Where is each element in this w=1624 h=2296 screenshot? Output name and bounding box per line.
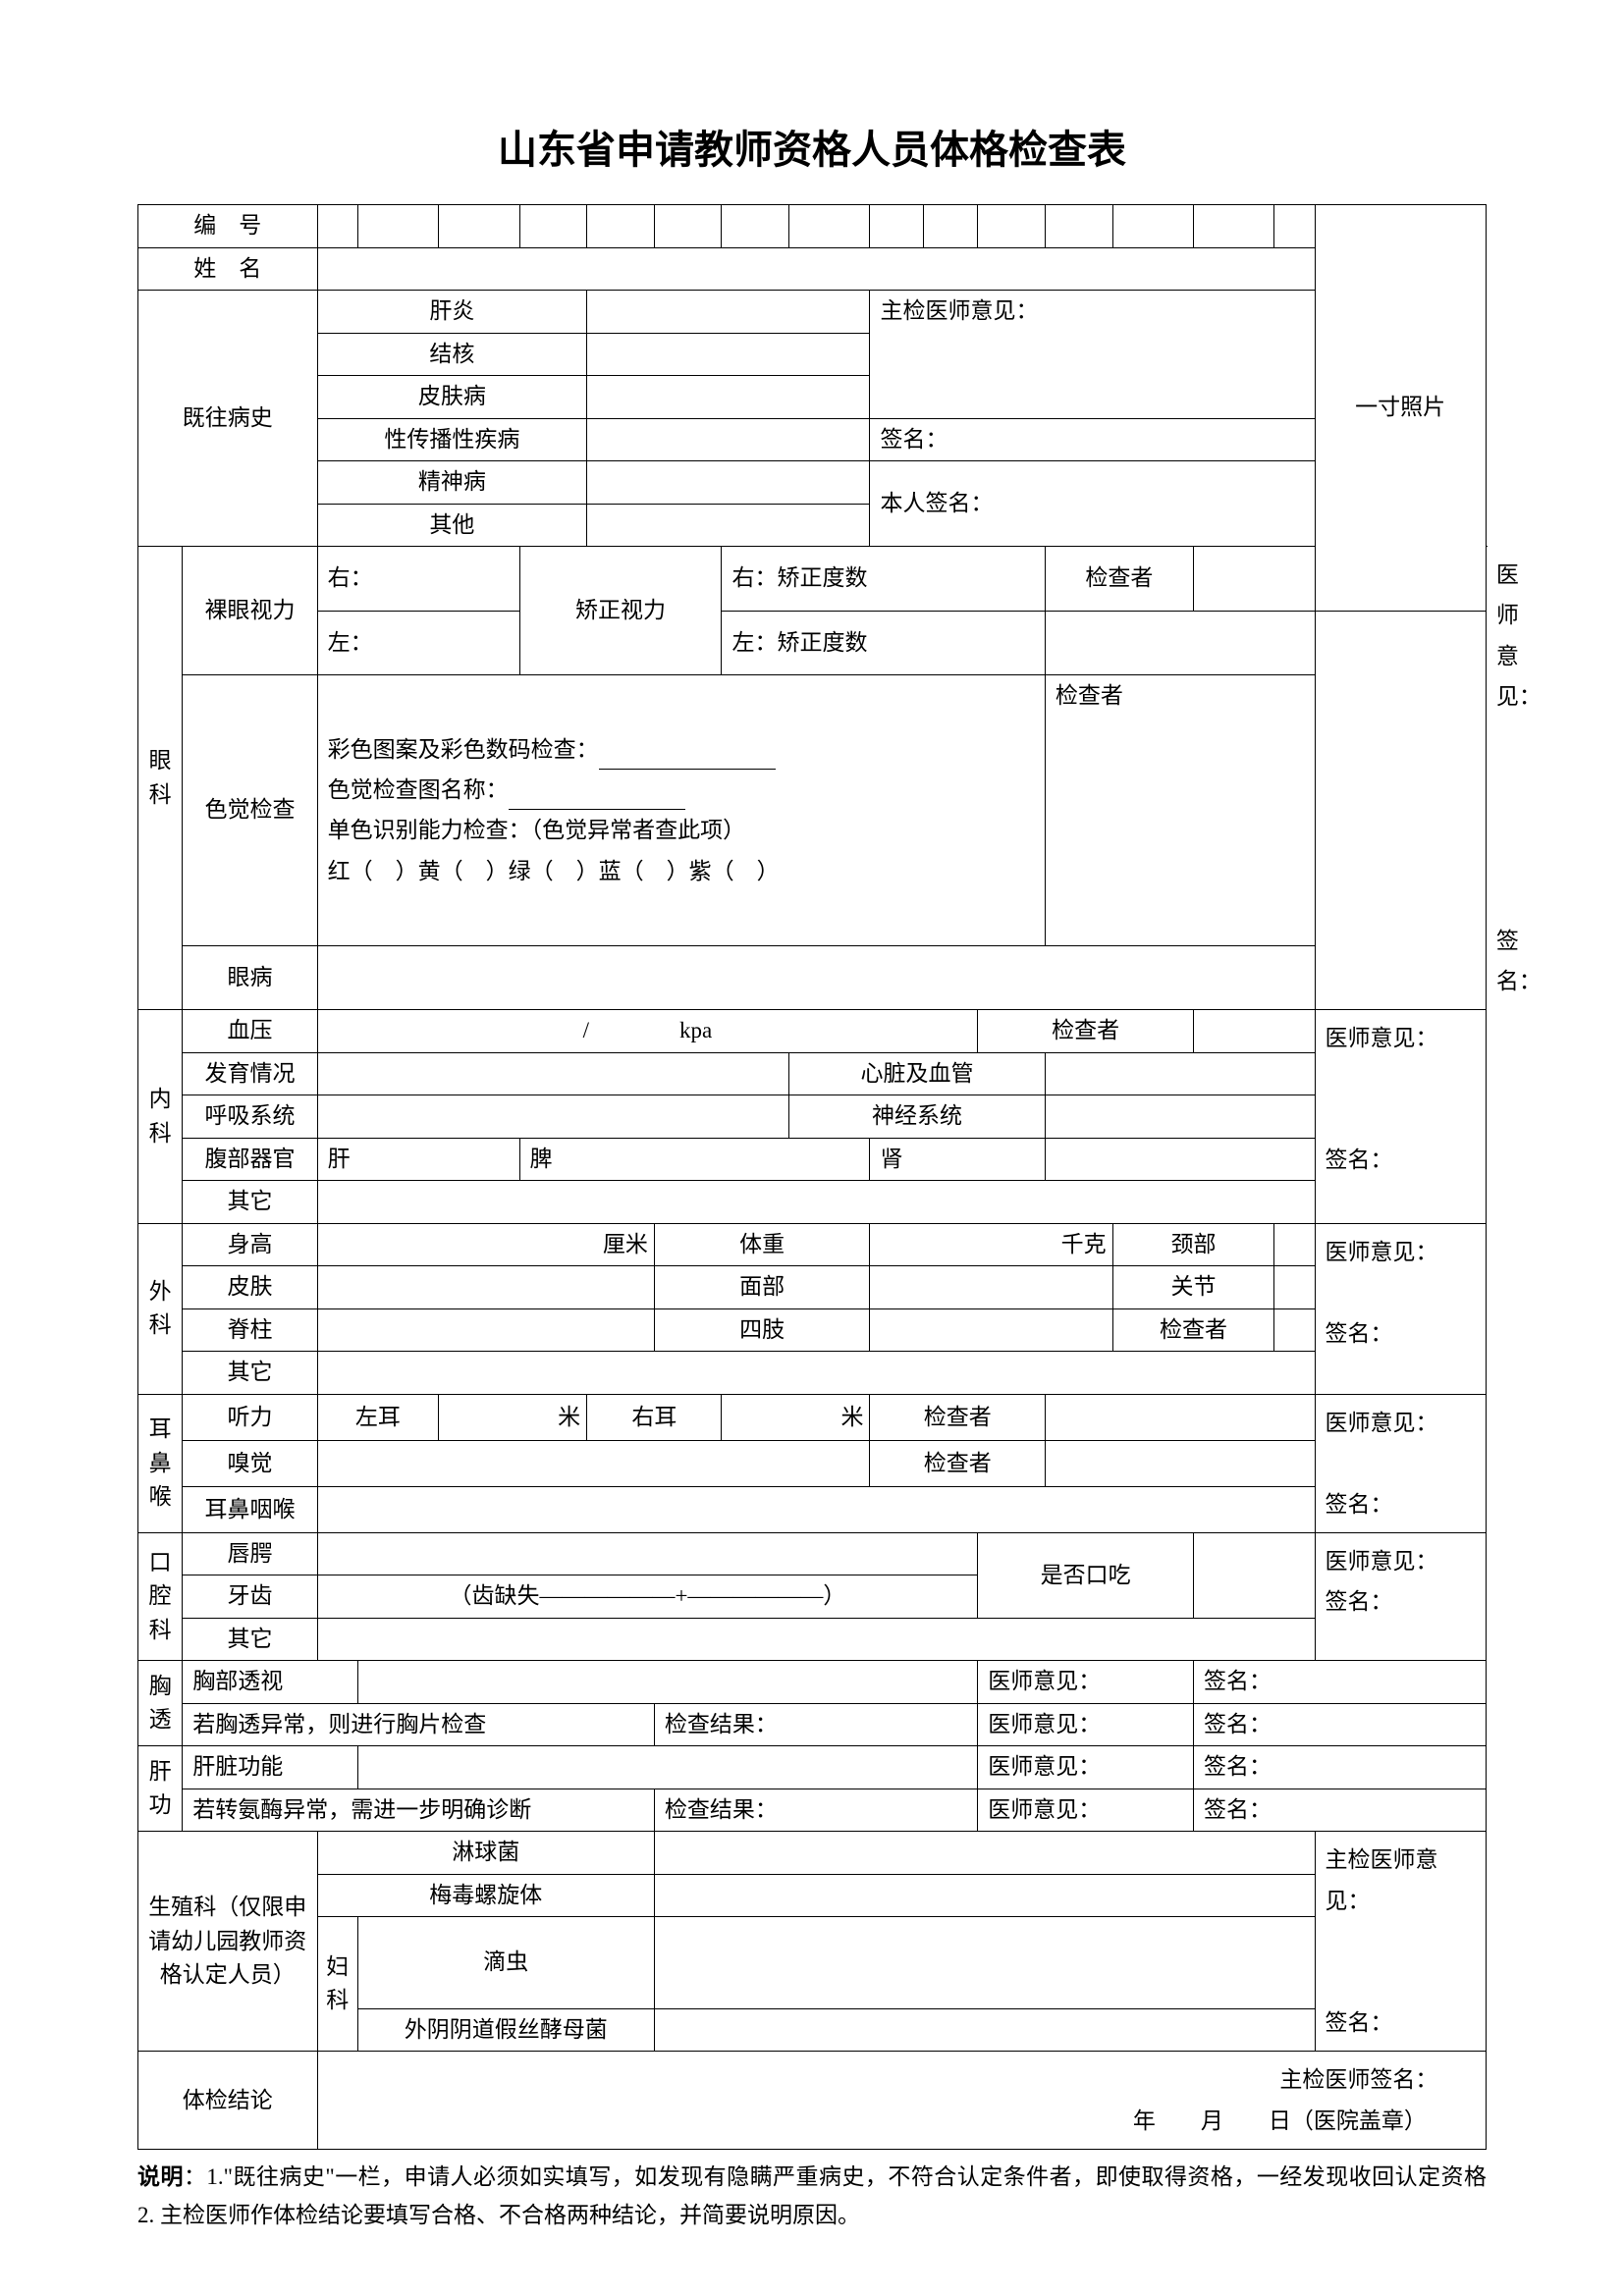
label-neck: 颈部 [1112, 1223, 1274, 1266]
label-cand: 外阴阴道假丝酵母菌 [357, 2008, 654, 2052]
label-ent-full: 耳鼻咽喉 [183, 1486, 317, 1532]
section-oral: 口腔科 [138, 1532, 183, 1661]
label-kidney: 肾 [870, 1138, 1045, 1181]
label-dev: 发育情况 [183, 1052, 317, 1095]
label-other-3: 其它 [183, 1618, 317, 1661]
internal-doc-opinion: 医师意见： 签名： [1315, 1010, 1486, 1224]
self-sign: 本人签名： [870, 461, 1315, 547]
corr-left: 左：矫正度数 [722, 611, 1045, 675]
label-chest: 胸部透视 [183, 1661, 357, 1704]
vision-left: 左： [317, 611, 519, 675]
label-spine: 脊柱 [183, 1308, 317, 1352]
label-liver-func: 肝脏功能 [183, 1746, 357, 1789]
label-name: 姓 名 [138, 247, 318, 291]
height-val[interactable]: 厘米 [317, 1223, 654, 1266]
label-stutter: 是否口吃 [978, 1532, 1194, 1618]
h-tb: 结核 [317, 333, 587, 376]
label-corr-vision: 矫正视力 [519, 547, 722, 675]
chief-opinion: 主检医师意见： [870, 291, 1315, 419]
label-liver: 肝 [317, 1138, 519, 1181]
label-heart: 心脏及血管 [789, 1052, 1046, 1095]
section-eye: 眼科 [138, 547, 183, 1010]
examiner-4: 检查者 [1112, 1308, 1274, 1352]
h-skin: 皮肤病 [317, 376, 587, 419]
examiner-6: 检查者 [870, 1440, 1045, 1486]
h-std: 性传播性疾病 [317, 418, 587, 461]
label-skin2: 皮肤 [183, 1266, 317, 1309]
bp-value[interactable]: / kpa [317, 1010, 978, 1053]
label-bp: 血压 [183, 1010, 317, 1053]
label-weight: 体重 [654, 1223, 870, 1266]
label-spleen: 脾 [519, 1138, 870, 1181]
vision-right: 右： [317, 547, 519, 612]
photo-cell: 一寸照片 [1315, 205, 1486, 612]
section-surgery: 外科 [138, 1223, 183, 1394]
section-repro: 生殖科（仅限申请幼儿园教师资格认定人员） [138, 1832, 318, 2052]
label-other-1: 其它 [183, 1181, 317, 1224]
conclusion-cell: 主检医师签名： 年 月 日（医院盖章） [317, 2052, 1486, 2150]
label-height: 身高 [183, 1223, 317, 1266]
corr-right: 右：矫正度数 [722, 547, 1045, 612]
examiner-5: 检查者 [870, 1394, 1045, 1440]
page-title: 山东省申请教师资格人员体格检查表 [137, 118, 1487, 175]
oral-doc-opinion: 医师意见： 签名： [1315, 1532, 1486, 1661]
h-other: 其他 [317, 504, 587, 547]
ent-doc-opinion: 医师意见： 签名： [1315, 1394, 1486, 1532]
examiner-2: 检查者 [1045, 675, 1315, 945]
label-smell: 嗅觉 [183, 1440, 317, 1486]
label-gyn: 妇科 [317, 1917, 357, 2052]
sign-1: 签名： [870, 418, 1315, 461]
label-id: 编 号 [138, 205, 318, 248]
color-vision-details: 彩色图案及彩色数码检查： 色觉检查图名称： 单色识别能力检查：（色觉异常者查此项… [317, 675, 1045, 945]
label-result-1: 检查结果： [654, 1703, 977, 1746]
label-color-vision: 色觉检查 [183, 675, 317, 945]
chest-doc: 医师意见： [978, 1661, 1194, 1704]
teeth-val[interactable]: （齿缺失——————+——————） [317, 1575, 978, 1619]
label-trich: 滴虫 [357, 1917, 654, 2008]
section-ent: 耳鼻喉 [138, 1394, 183, 1532]
section-chest: 胸透 [138, 1661, 183, 1746]
label-teeth: 牙齿 [183, 1575, 317, 1619]
label-limbs: 四肢 [654, 1308, 870, 1352]
label-lear: 左耳 [317, 1394, 439, 1440]
label-lips: 唇腭 [183, 1532, 317, 1575]
label-eye-disease: 眼病 [183, 945, 317, 1010]
surgery-doc-opinion: 医师意见： 签名： [1315, 1223, 1486, 1394]
label-liver-abn: 若转氨酶异常，需进一步明确诊断 [183, 1789, 655, 1832]
label-result-2: 检查结果： [654, 1789, 977, 1832]
examiner-3: 检查者 [978, 1010, 1194, 1053]
label-naked-vision: 裸眼视力 [183, 547, 317, 675]
repro-chief-opinion: 主检医师意见： 签名： [1315, 1832, 1486, 2052]
section-internal: 内科 [138, 1010, 183, 1224]
chest-sign: 签名： [1193, 1661, 1486, 1704]
label-gono: 淋球菌 [317, 1832, 654, 1875]
section-liver: 肝功 [138, 1746, 183, 1832]
label-rear: 右耳 [587, 1394, 722, 1440]
label-hearing: 听力 [183, 1394, 317, 1440]
weight-val[interactable]: 千克 [870, 1223, 1112, 1266]
h-mental: 精神病 [317, 461, 587, 505]
label-face: 面部 [654, 1266, 870, 1309]
label-conclusion: 体检结论 [138, 2052, 318, 2150]
label-chest-abn: 若胸透异常，则进行胸片检查 [183, 1703, 655, 1746]
label-nerve: 神经系统 [789, 1095, 1046, 1139]
footer-note: 说明：1."既往病史"一栏，申请人必须如实填写，如发现有隐瞒严重病史，不符合认定… [137, 2158, 1487, 2234]
h-hepatitis: 肝炎 [317, 291, 587, 334]
label-resp: 呼吸系统 [183, 1095, 317, 1139]
label-other-2: 其它 [183, 1352, 317, 1395]
label-syph: 梅毒螺旋体 [317, 1874, 654, 1917]
label-history: 既往病史 [138, 291, 318, 547]
label-abd: 腹部器官 [183, 1138, 317, 1181]
id-cell[interactable] [317, 205, 357, 248]
form-table: 编 号 一寸照片 姓 名 既往病史 肝炎 主检医师意见： 结核 皮肤病 性传播性… [137, 204, 1487, 2150]
examiner-1: 检查者 [1045, 547, 1193, 612]
name-cell[interactable] [317, 247, 1315, 291]
label-joint: 关节 [1112, 1266, 1274, 1309]
